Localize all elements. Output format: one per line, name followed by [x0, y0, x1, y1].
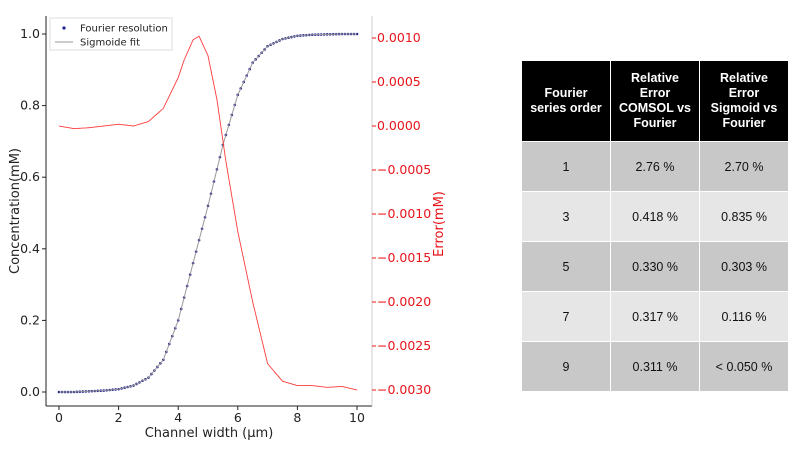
error-line [58, 35, 358, 391]
table-cell-order: 9 [521, 341, 611, 392]
x-tick-label: 8 [293, 410, 301, 425]
y2-tick-label: −0.0015 [377, 250, 431, 265]
table-cell-comsol: 0.418 % [610, 191, 700, 242]
table-header-comsol: Relative Error COMSOL vs Fourier [610, 60, 700, 142]
legend-label: Sigmoide fit [80, 38, 140, 49]
table-row: 9 0.311 % < 0.050 % [521, 341, 789, 392]
y-tick-label: 1.0 [20, 26, 40, 41]
legend: Fourier resolution Sigmoide fit [49, 17, 173, 51]
x-axis-label: Channel width (µm) [145, 426, 274, 441]
table-header-row: Fourier series order Relative Error COMS… [521, 60, 789, 142]
table-cell-comsol: 2.76 % [610, 141, 700, 192]
x-tick-label: 0 [55, 410, 63, 425]
y-tick-label: 0.4 [20, 241, 40, 256]
table-header-order: Fourier series order [521, 60, 611, 142]
y2-tick-label: −0.0005 [377, 162, 431, 177]
table-cell-order: 5 [521, 241, 611, 292]
y-tick-label: 0.0 [20, 384, 40, 399]
table-cell-sigmoid: 0.835 % [699, 191, 789, 242]
table-cell-comsol: 0.330 % [610, 241, 700, 292]
table-row: 5 0.330 % 0.303 % [521, 241, 789, 292]
table-row: 3 0.418 % 0.835 % [521, 191, 789, 242]
legend-marker-dot [62, 26, 66, 30]
table-header-sigmoid: Relative Error Sigmoid vs Fourier [699, 60, 789, 142]
y-tick-label: 0.6 [20, 169, 40, 184]
y-tick-label: 0.2 [20, 312, 40, 327]
table-cell-order: 7 [521, 291, 611, 342]
y-tick-label: 0.8 [20, 98, 40, 113]
x-tick-label: 6 [234, 410, 242, 425]
sigmoide-fit-line [59, 33, 357, 393]
table-cell-sigmoid: 0.303 % [699, 241, 789, 292]
table-cell-comsol: 0.317 % [610, 291, 700, 342]
table-cell-order: 3 [521, 191, 611, 242]
y2-axis-label: Error(mM) [432, 191, 447, 257]
y-axis-label: Concentration(mM) [8, 148, 23, 274]
y2-tick-label: 0.0000 [377, 118, 421, 133]
y2-tick-label: 0.0005 [377, 74, 421, 89]
table-cell-comsol: 0.311 % [610, 341, 700, 392]
plot-area: 0 2 4 6 8 10 0.0 0.2 0.4 0.6 0.8 1.0 0.0010 0.0005 0.0… [8, 16, 447, 441]
y2-tick-label: −0.0010 [377, 206, 431, 221]
legend-label: Fourier resolution [80, 24, 168, 35]
table-cell-sigmoid: 2.70 % [699, 141, 789, 192]
table-cell-sigmoid: 0.116 % [699, 291, 789, 342]
y2-tick-label: −0.0030 [377, 382, 431, 397]
x-tick-label: 2 [115, 410, 123, 425]
results-table: Fourier series order Relative Error COMS… [521, 60, 789, 392]
legend-box [49, 17, 173, 51]
y2-tick-label: −0.0020 [377, 294, 431, 309]
table-cell-order: 1 [521, 141, 611, 192]
table-row: 7 0.317 % 0.116 % [521, 291, 789, 342]
x-tick-label: 4 [174, 410, 182, 425]
table-cell-sigmoid: < 0.050 % [699, 341, 789, 392]
table-row: 1 2.76 % 2.70 % [521, 141, 789, 192]
x-tick-label: 10 [349, 410, 365, 425]
y2-tick-label: −0.0025 [377, 338, 431, 353]
y2-tick-label: 0.0010 [377, 30, 421, 45]
chart: 0 2 4 6 8 10 0.0 0.2 0.4 0.6 0.8 1.0 0.0010 0.0005 0.0… [8, 16, 447, 441]
